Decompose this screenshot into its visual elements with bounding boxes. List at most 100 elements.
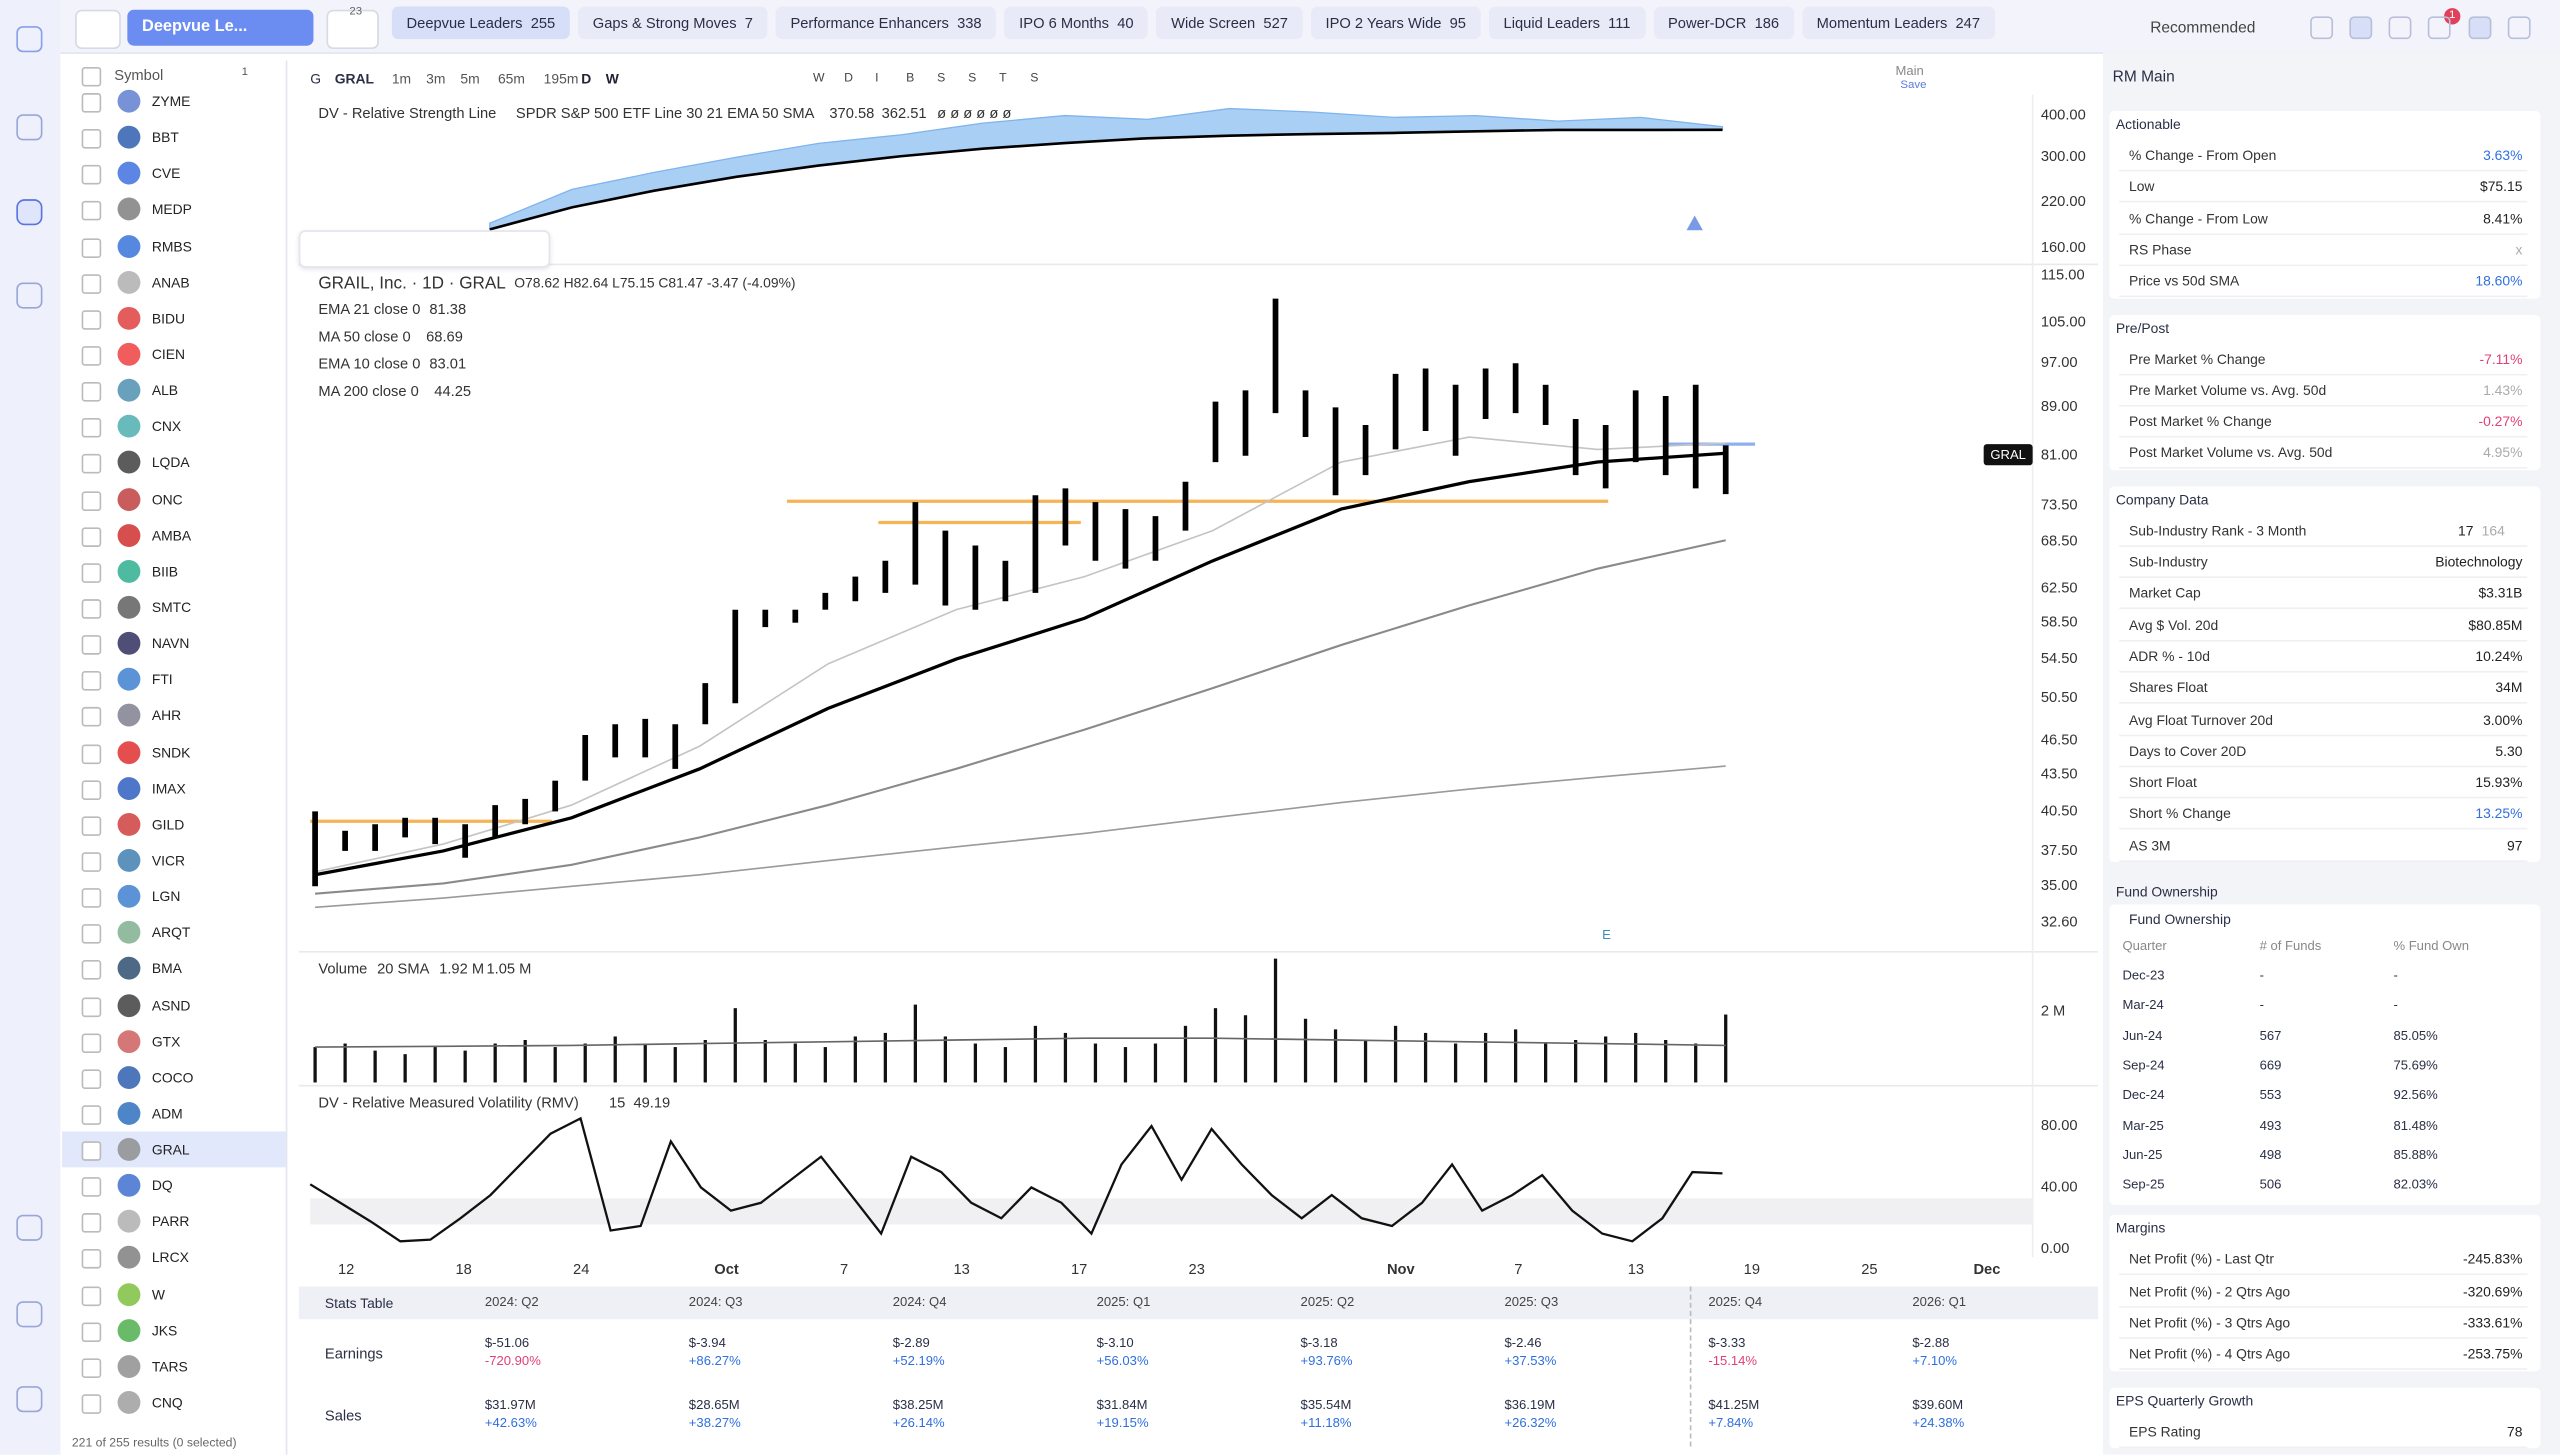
row-checkbox[interactable] (81, 1358, 102, 1378)
symbol-row[interactable]: NAVN (62, 625, 286, 661)
tab[interactable]: Gaps & Strong Moves 7 (578, 6, 768, 40)
row-checkbox[interactable] (81, 1285, 102, 1306)
row-checkbox[interactable] (81, 671, 102, 691)
row-checkbox[interactable] (81, 1105, 102, 1125)
layout-name[interactable]: Main (1895, 63, 1924, 79)
row-checkbox[interactable] (81, 237, 102, 258)
row-checkbox[interactable] (81, 201, 102, 222)
symbol-row[interactable]: BMA (62, 951, 286, 987)
nav-icon[interactable] (16, 26, 43, 53)
select-all[interactable] (81, 66, 102, 87)
marker-toggle[interactable]: I (875, 70, 879, 85)
timeframe[interactable]: 3m (426, 70, 446, 87)
row-checkbox[interactable] (81, 599, 102, 619)
symbol-row[interactable]: FTI (62, 662, 286, 698)
marker-toggle[interactable]: B (906, 70, 915, 85)
marker-toggle[interactable]: T (999, 70, 1007, 85)
symbol-row[interactable]: GILD (62, 806, 286, 842)
nav-icon[interactable] (16, 1386, 43, 1413)
tab[interactable]: Momentum Leaders 247 (1801, 6, 1995, 40)
row-checkbox[interactable] (81, 165, 102, 185)
symbol-row[interactable]: CNX (62, 409, 286, 445)
symbol-row[interactable]: GRAL (62, 1131, 286, 1168)
tab[interactable]: Wide Screen 527 (1156, 6, 1303, 40)
nav-icon[interactable] (16, 199, 43, 226)
symbol-row[interactable]: ANAB (62, 264, 286, 300)
row-checkbox[interactable] (81, 490, 102, 511)
watchlist-select[interactable]: Deepvue Le... (127, 9, 314, 46)
symbol-row[interactable]: RMBS (62, 228, 286, 264)
nav-icon[interactable] (16, 282, 43, 309)
row-checkbox[interactable] (81, 562, 102, 583)
tab[interactable]: Power-DCR 186 (1653, 6, 1794, 40)
symbol-row[interactable]: JKS (62, 1312, 286, 1348)
marker-toggle[interactable]: W (813, 70, 825, 85)
symbol-row[interactable]: CVE (62, 156, 286, 192)
subsection-title[interactable]: Fund Ownership (2128, 911, 2231, 928)
nav-icon[interactable] (16, 1214, 43, 1241)
row-checkbox[interactable] (81, 707, 102, 728)
row-checkbox[interactable] (81, 1322, 102, 1342)
toolbar-icon[interactable] (2388, 16, 2412, 40)
marker-toggle[interactable]: S (1030, 70, 1039, 85)
timeframe[interactable]: 1m (391, 70, 412, 87)
symbol-row[interactable]: DQ (62, 1168, 286, 1204)
timeframe[interactable]: 5m (460, 70, 480, 87)
symbol-row[interactable]: AHR (62, 698, 286, 734)
row-checkbox[interactable] (81, 1177, 102, 1198)
symbol-row[interactable]: LQDA (62, 445, 286, 481)
toolbar-icon[interactable] (2349, 16, 2373, 40)
symbol-row[interactable]: ARQT (62, 915, 286, 951)
symbol-row[interactable]: TARS (62, 1348, 286, 1384)
toolbar-icon[interactable] (2310, 16, 2334, 40)
row-checkbox[interactable] (81, 852, 102, 872)
row-checkbox[interactable] (81, 960, 102, 981)
row-checkbox[interactable] (81, 1141, 102, 1161)
symbol-row[interactable]: BIDU (62, 300, 286, 336)
row-checkbox[interactable] (81, 779, 102, 800)
symbol-row[interactable]: LRCX (62, 1240, 286, 1276)
row-checkbox[interactable] (81, 93, 102, 113)
symbol-row[interactable]: ZYME (62, 83, 286, 119)
toolbar-icon[interactable] (2507, 16, 2531, 40)
timeframe[interactable]: 195m (543, 70, 579, 87)
row-checkbox[interactable] (81, 309, 102, 330)
tab[interactable]: Liquid Leaders 111 (1488, 6, 1646, 40)
symbol-row[interactable]: ALB (62, 372, 286, 408)
panel-title[interactable]: RM Main (2112, 68, 2175, 87)
nav-icon[interactable] (16, 1301, 43, 1328)
symbol-row[interactable]: BBT (62, 119, 286, 155)
symbol-row[interactable]: MEDP (62, 192, 286, 228)
filter-button[interactable] (326, 9, 379, 49)
symbol-row[interactable]: GTX (62, 1023, 286, 1059)
symbol-row[interactable]: CNQ (62, 1385, 286, 1421)
symbol-row[interactable]: SNDK (62, 734, 286, 770)
row-checkbox[interactable] (81, 346, 102, 366)
nav-icon[interactable] (16, 114, 43, 141)
symbol-row[interactable]: ONC (62, 481, 286, 517)
row-checkbox[interactable] (81, 273, 102, 294)
marker-toggle[interactable]: S (937, 70, 946, 85)
sort-select[interactable]: Recommended (2150, 19, 2256, 38)
row-checkbox[interactable] (81, 1394, 102, 1414)
row-checkbox[interactable] (81, 1032, 102, 1053)
row-checkbox[interactable] (81, 1249, 102, 1270)
symbol-row[interactable]: ASND (62, 987, 286, 1023)
symbol-input[interactable]: GRAL (334, 70, 375, 87)
row-checkbox[interactable] (81, 382, 102, 402)
marker-toggle[interactable]: S (968, 70, 977, 85)
toolbar-icon[interactable] (2468, 16, 2492, 40)
row-checkbox[interactable] (81, 129, 102, 149)
row-checkbox[interactable] (81, 924, 102, 945)
symbol-row[interactable]: LGN (62, 878, 286, 914)
symbol-row[interactable]: AMBA (62, 517, 286, 553)
row-checkbox[interactable] (81, 454, 102, 475)
tab[interactable]: IPO 2 Years Wide 95 (1310, 6, 1481, 40)
row-checkbox[interactable] (81, 418, 102, 438)
symbol-row[interactable]: W (62, 1276, 286, 1312)
symbol-row[interactable]: SMTC (62, 589, 286, 625)
row-checkbox[interactable] (81, 526, 102, 547)
symbol-row[interactable]: VICR (62, 842, 286, 878)
timeframe[interactable]: W (605, 70, 619, 87)
row-checkbox[interactable] (81, 743, 102, 764)
